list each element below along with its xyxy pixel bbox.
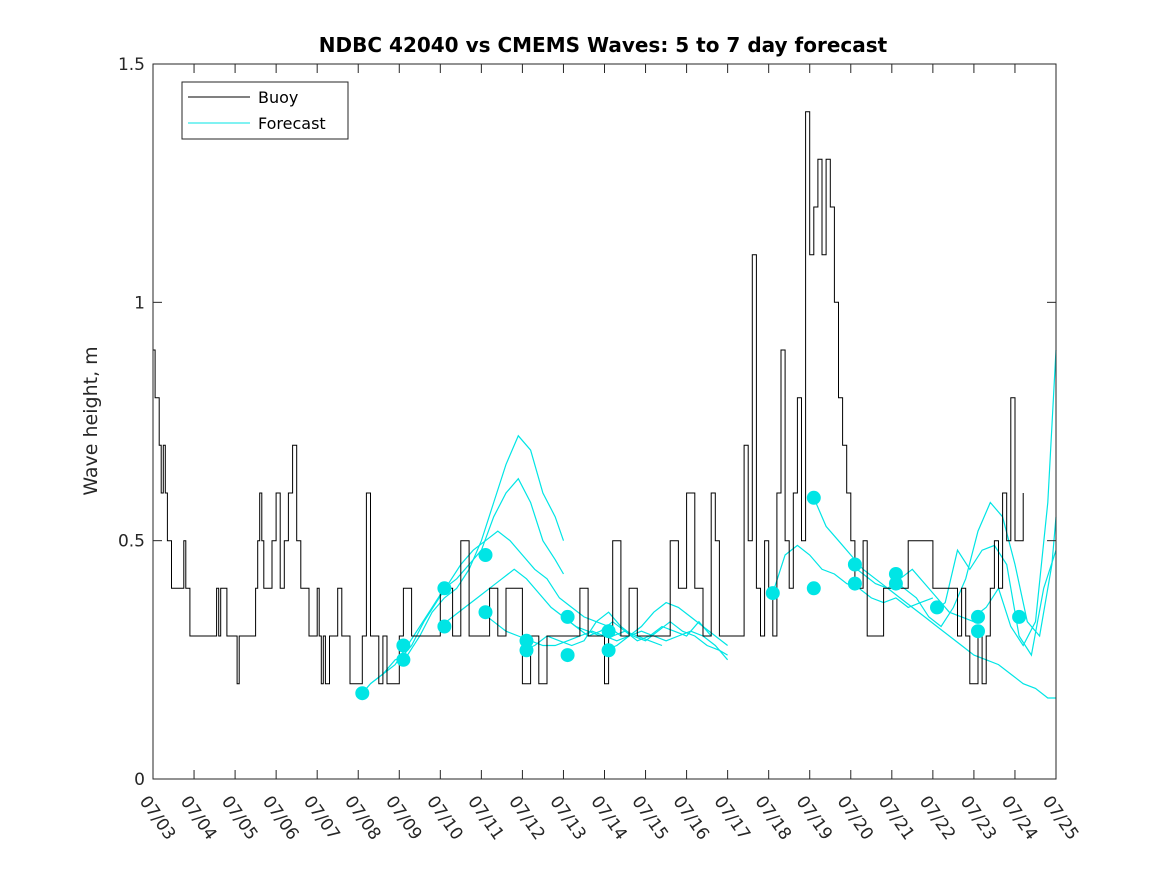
forecast-marker-0 — [355, 686, 370, 701]
forecast-run-line-7 — [604, 601, 728, 651]
forecast-run-line-8 — [772, 544, 934, 609]
forecast-marker-1 — [396, 652, 411, 667]
forecast-marker-8 — [519, 643, 534, 658]
forecast-marker-16 — [847, 557, 862, 572]
forecast-marker-2 — [396, 638, 411, 653]
y-axis-label: Wave height, m — [80, 346, 102, 495]
forecast-marker-5 — [478, 548, 493, 562]
forecast-marker-15 — [806, 581, 821, 596]
forecast-marker-3 — [437, 581, 452, 596]
x-tick-label-0: 07/03 — [135, 792, 179, 844]
forecast-marker-17 — [847, 576, 862, 591]
y-tick-label-3: 1.5 — [118, 55, 145, 75]
x-tick-label-21: 07/24 — [997, 792, 1041, 844]
chart-title: NDBC 42040 vs CMEMS Waves: 5 to 7 day fo… — [319, 33, 888, 57]
x-tick-label-17: 07/20 — [833, 792, 877, 844]
legend-label-forecast: Forecast — [258, 114, 326, 133]
x-tick-label-7: 07/10 — [422, 792, 466, 844]
axes: 00.511.507/0307/0407/0507/0607/0707/0807… — [118, 55, 1082, 844]
x-tick-label-10: 07/13 — [545, 792, 589, 844]
x-tick-label-4: 07/07 — [299, 792, 343, 844]
plot-area — [153, 111, 1057, 701]
x-tick-label-5: 07/08 — [340, 792, 384, 844]
forecast-marker-4 — [437, 619, 452, 634]
forecast-marker-13 — [765, 586, 780, 601]
x-tick-label-8: 07/11 — [463, 792, 507, 844]
x-tick-label-14: 07/17 — [710, 792, 754, 844]
forecast-marker-14 — [806, 490, 821, 505]
forecast-marker-21 — [971, 609, 985, 624]
x-tick-label-1: 07/04 — [176, 792, 220, 844]
x-tick-label-12: 07/15 — [627, 792, 671, 844]
x-tick-label-20: 07/23 — [956, 792, 1000, 844]
forecast-run-line-5 — [522, 611, 728, 656]
buoy-line — [153, 111, 1024, 685]
forecast-run-line-13 — [973, 349, 1057, 647]
legend: Buoy Forecast — [181, 81, 349, 140]
forecast-run-line-9 — [813, 497, 975, 623]
forecast-marker-22 — [971, 624, 985, 639]
x-tick-label-11: 07/14 — [586, 792, 630, 844]
forecast-run-line-10 — [850, 564, 1056, 699]
x-tick-label-19: 07/22 — [915, 792, 959, 844]
x-tick-label-13: 07/16 — [668, 792, 712, 844]
y-tick-label-1: 0.5 — [118, 532, 145, 552]
forecast-marker-12 — [601, 643, 616, 658]
x-tick-label-16: 07/19 — [792, 792, 836, 844]
legend-box — [181, 81, 349, 140]
y-tick-label-0: 0 — [134, 770, 145, 790]
legend-label-buoy: Buoy — [258, 88, 298, 107]
forecast-marker-20 — [930, 600, 944, 615]
forecast-marker-9 — [560, 609, 575, 624]
x-tick-label-18: 07/21 — [874, 792, 918, 844]
x-tick-label-3: 07/06 — [258, 792, 302, 844]
forecast-marker-11 — [601, 624, 616, 639]
x-tick-label-6: 07/09 — [381, 792, 425, 844]
forecast-run-line-2 — [398, 530, 622, 661]
x-tick-label-9: 07/12 — [504, 792, 548, 844]
y-tick-label-2: 1 — [134, 293, 145, 313]
forecast-marker-6 — [478, 605, 493, 620]
forecast-marker-23 — [1012, 609, 1027, 624]
forecast-marker-10 — [560, 648, 575, 663]
forecast-marker-19 — [888, 576, 903, 591]
x-tick-label-15: 07/18 — [751, 792, 795, 844]
x-tick-label-2: 07/05 — [217, 792, 261, 844]
x-tick-label-22: 07/25 — [1038, 792, 1082, 844]
forecast-run-line-0 — [361, 434, 565, 694]
